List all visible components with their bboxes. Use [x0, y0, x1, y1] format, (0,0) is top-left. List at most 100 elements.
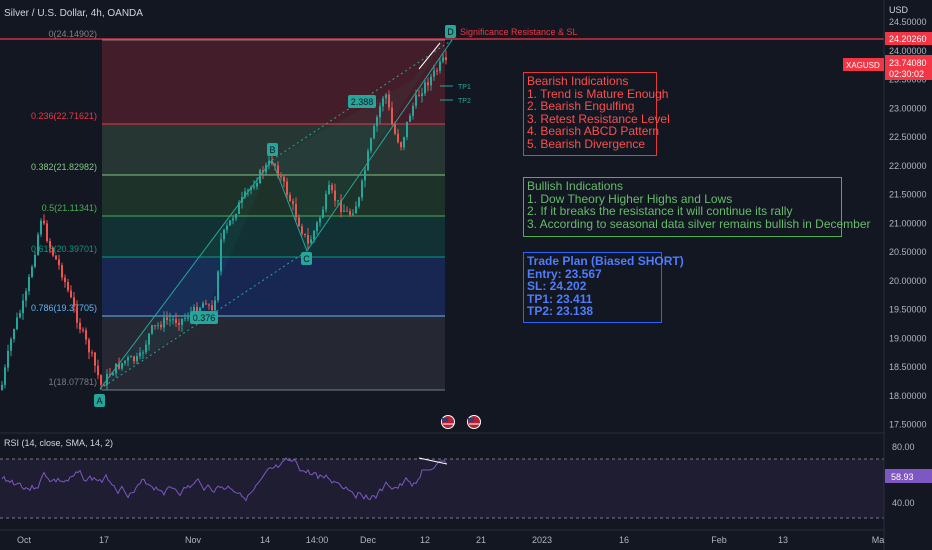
candle-body	[82, 329, 84, 331]
candle-body	[133, 356, 135, 362]
abcd-diagonal-bd	[271, 39, 453, 161]
time-tick: Oct	[17, 535, 32, 545]
candle-body	[217, 271, 219, 301]
abcd-diagonal-ac	[99, 250, 308, 390]
candle-body	[91, 352, 93, 354]
price-tick: 22.50000	[889, 132, 927, 142]
price-tick: 18.50000	[889, 362, 927, 372]
symbol-title[interactable]: Silver / U.S. Dollar, 4h, OANDA	[4, 8, 143, 19]
candle-body	[127, 357, 129, 361]
candle-body	[280, 176, 282, 178]
resistance-price-tag: 24.20260	[885, 32, 932, 45]
point-d-label: D	[445, 25, 456, 38]
candle-body	[352, 213, 354, 215]
bullish-indications-box[interactable]: Bullish Indications 1. Dow Theory Higher…	[523, 177, 871, 237]
divergence-line-price	[418, 42, 441, 70]
candle-body	[208, 304, 210, 306]
candle-body	[319, 217, 321, 223]
candle-body	[55, 255, 57, 260]
candle-body	[157, 324, 159, 326]
candle-body	[49, 241, 51, 248]
last-price-tag: 23.74080 02:30:02	[885, 55, 932, 80]
svg-text:23.74080: 23.74080	[889, 58, 927, 68]
candle-body	[358, 197, 360, 207]
candle-body	[34, 254, 36, 267]
candle-body	[94, 352, 96, 366]
candle-body	[70, 290, 72, 298]
candle-body	[292, 201, 294, 204]
candle-body	[235, 214, 237, 219]
candle-body	[268, 160, 270, 165]
candle-body	[145, 344, 147, 353]
candle-body	[334, 190, 336, 201]
candle-body	[373, 126, 375, 139]
candle-body	[379, 106, 381, 118]
candle-body	[274, 163, 276, 166]
candle-body	[316, 222, 318, 231]
candle-body	[88, 339, 90, 353]
bearish-item: 3. Retest Resistance Level	[527, 111, 670, 126]
us-flag-event-icon[interactable]	[441, 415, 455, 429]
candle-body	[382, 98, 384, 107]
candle-body	[1, 384, 3, 390]
price-tick: 22.00000	[889, 161, 927, 171]
price-tick: 19.00000	[889, 333, 927, 343]
fib-zone-786-1	[102, 316, 445, 390]
candle-body	[151, 325, 153, 334]
trade-plan-box[interactable]: Trade Plan (Biased SHORT) Entry: 23.567 …	[523, 252, 684, 323]
time-tick: 12	[420, 535, 430, 545]
svg-text:C: C	[303, 254, 310, 264]
candle-body	[64, 277, 66, 282]
candle-body	[25, 291, 27, 301]
fib-label-0-382: 0.382(21.82982)	[31, 162, 97, 172]
candle-body	[343, 210, 345, 212]
candle-body	[355, 206, 357, 214]
abcd-pattern[interactable]	[99, 39, 453, 390]
candle-body	[121, 363, 123, 369]
candle-body	[376, 117, 378, 127]
candle-body	[184, 317, 186, 319]
fib-zone-618-786	[102, 257, 445, 316]
rsi-band	[0, 459, 884, 518]
price-tick: 24.00000	[889, 46, 927, 56]
candle-body	[229, 220, 231, 226]
fib-label-0-236: 0.236(22.71621)	[31, 111, 97, 121]
candle-body	[400, 142, 402, 148]
us-flag-event-icon[interactable]	[467, 415, 481, 429]
time-axis[interactable]: Oct 17 Nov 14 14:00 Dec 12 21 2023 16 Feb 13 Ma	[17, 535, 884, 545]
rsi-title[interactable]: RSI (14, close, SMA, 14, 2)	[4, 438, 113, 448]
candle-body	[193, 306, 195, 313]
ratio-label-2388: 2.388	[348, 95, 376, 108]
candle-body	[10, 339, 12, 351]
rsi-value-tag: 58.93	[885, 469, 932, 483]
candle-body	[226, 225, 228, 230]
price-tick: 20.00000	[889, 276, 927, 286]
candle-body	[310, 239, 312, 244]
bullish-item: 2. If it breaks the resistance it will c…	[527, 204, 793, 219]
candle-body	[160, 324, 162, 328]
point-c-label: C	[301, 252, 312, 265]
candle-body	[7, 350, 9, 368]
candle-body	[388, 94, 390, 108]
candle-body	[142, 352, 144, 354]
svg-text:XAGUSD: XAGUSD	[846, 61, 880, 70]
fib-zone-0-236	[102, 40, 445, 124]
trade-plan-tp1: TP1: 23.411	[527, 291, 593, 306]
time-tick: Ma	[872, 535, 885, 545]
fib-label-0-5: 0.5(21.11341)	[42, 203, 97, 213]
candle-body	[4, 367, 6, 385]
time-tick: 21	[476, 535, 486, 545]
bearish-title: Bearish Indications	[527, 74, 629, 88]
fib-label-1: 1(18.07781)	[48, 377, 97, 387]
bearish-indications-box[interactable]: Bearish Indications 1. Trend is Mature E…	[523, 72, 670, 156]
candle-body	[103, 384, 105, 386]
candle-body	[346, 210, 348, 212]
candle-body	[385, 94, 387, 99]
svg-text:58.93: 58.93	[891, 472, 914, 482]
candle-body	[178, 322, 180, 325]
candle-body	[223, 229, 225, 240]
time-tick: 13	[778, 535, 788, 545]
candle-body	[430, 76, 432, 86]
price-tick: 21.00000	[889, 218, 927, 228]
